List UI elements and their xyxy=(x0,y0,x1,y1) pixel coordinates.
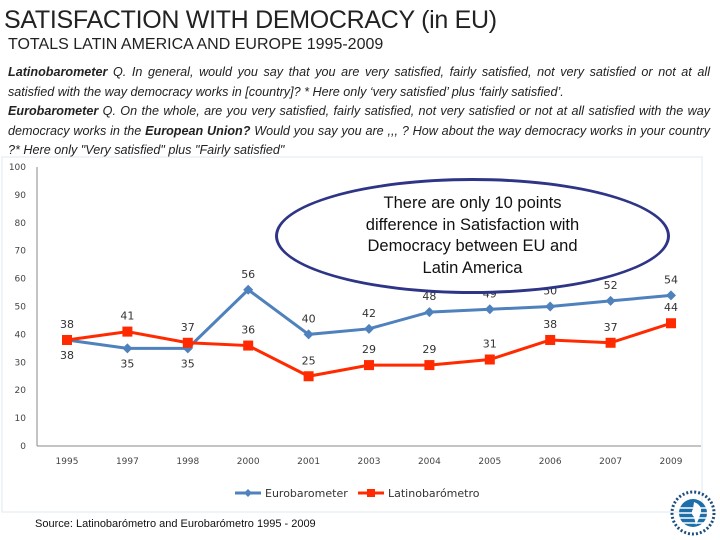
y-tick-label: 60 xyxy=(15,275,27,285)
legend-label: Latinobarómetro xyxy=(388,487,480,500)
callout-ellipse: There are only 10 points difference in S… xyxy=(275,178,670,294)
y-tick-label: 90 xyxy=(15,191,27,201)
y-tick-label: 40 xyxy=(15,330,27,340)
data-label: 38 xyxy=(60,318,74,331)
data-point-euro xyxy=(364,323,374,334)
data-point-latino xyxy=(182,337,193,348)
data-label: 29 xyxy=(422,343,436,356)
data-label: 41 xyxy=(120,310,134,323)
x-tick-label: 2004 xyxy=(418,457,441,467)
data-point-latino xyxy=(605,337,616,348)
question-text: Latinobarometer Q. In general, would you… xyxy=(8,63,710,161)
data-point-euro xyxy=(303,329,314,340)
legend-label: Eurobarometer xyxy=(265,487,348,500)
source-note: Source: Latinobarómetro and Eurobarómetr… xyxy=(35,518,316,530)
data-point-euro xyxy=(122,343,133,354)
x-tick-label: 2005 xyxy=(478,457,501,467)
data-label: 44 xyxy=(664,301,678,314)
y-tick-label: 0 xyxy=(20,442,26,452)
data-label: 54 xyxy=(664,273,678,286)
legend-marker xyxy=(367,489,375,497)
data-label: 35 xyxy=(120,357,134,370)
euro-question-bold: European Union? xyxy=(145,123,251,138)
x-tick-label: 2009 xyxy=(660,457,683,467)
data-point-euro xyxy=(666,290,676,301)
data-point-latino xyxy=(666,318,676,329)
x-tick-label: 2006 xyxy=(539,457,562,467)
euro-question-1: Q. On the whole, are you very satisfied,… xyxy=(8,104,710,138)
y-tick-label: 10 xyxy=(15,414,27,424)
data-point-latino xyxy=(303,371,314,382)
data-point-euro xyxy=(424,307,435,318)
data-label: 38 xyxy=(60,349,74,362)
chart-frame xyxy=(1,156,703,513)
data-label: 25 xyxy=(302,354,316,367)
data-point-euro xyxy=(243,284,254,295)
x-tick-label: 1995 xyxy=(56,457,79,467)
latino-question: Q. In general, would you say that you ar… xyxy=(8,65,710,99)
data-point-latino xyxy=(122,326,133,337)
data-label: 36 xyxy=(241,324,255,337)
data-point-euro xyxy=(545,301,556,312)
y-tick-label: 80 xyxy=(15,219,27,229)
data-point-latino xyxy=(545,334,556,345)
data-label: 38 xyxy=(543,318,557,331)
y-tick-label: 100 xyxy=(9,163,26,173)
y-tick-label: 50 xyxy=(15,303,27,313)
callout-text: There are only 10 points difference in S… xyxy=(365,194,580,277)
data-point-latino xyxy=(484,354,495,365)
data-point-euro xyxy=(484,304,495,315)
line-chart: 0 10 20 30 40 50 60 70 80 90 100 1995 1997 1998 2000 20… xyxy=(1,156,703,513)
page-subtitle: TOTALS LATIN AMERICA AND EUROPE 1995-200… xyxy=(8,36,384,53)
data-label: 48 xyxy=(422,290,436,303)
data-label: 37 xyxy=(181,321,195,334)
y-tick-label: 30 xyxy=(15,358,27,368)
data-point-latino xyxy=(62,334,72,345)
data-point-latino xyxy=(243,340,254,351)
y-tick-label: 20 xyxy=(15,386,27,396)
data-point-latino xyxy=(424,360,435,371)
x-tick-label: 2007 xyxy=(599,457,622,467)
latino-label: Latinobarometer xyxy=(8,65,108,79)
y-tick-label: 70 xyxy=(15,247,27,257)
data-label: 40 xyxy=(302,312,316,325)
x-tick-label: 2000 xyxy=(237,457,260,467)
data-label: 52 xyxy=(604,279,618,292)
legend-marker xyxy=(244,489,252,497)
x-tick-label: 1998 xyxy=(176,457,199,467)
x-tick-label: 1997 xyxy=(116,457,139,467)
x-tick-label: 2001 xyxy=(297,457,320,467)
data-label: 31 xyxy=(483,338,497,351)
data-label: 29 xyxy=(362,343,376,356)
data-point-latino xyxy=(364,360,374,371)
data-point-euro xyxy=(605,295,616,306)
data-label: 56 xyxy=(241,268,255,281)
x-tick-label: 2003 xyxy=(358,457,381,467)
page-title: SATISFACTION WITH DEMOCRACY (in EU) xyxy=(4,6,497,34)
euro-label: Eurobarometer xyxy=(8,104,99,118)
latinobarometro-logo xyxy=(670,490,716,536)
data-label: 42 xyxy=(362,307,376,320)
euro-question-2: Would you say you are ,,, ? How about th… xyxy=(8,123,710,158)
data-label: 35 xyxy=(181,357,195,370)
data-label: 37 xyxy=(604,321,618,334)
